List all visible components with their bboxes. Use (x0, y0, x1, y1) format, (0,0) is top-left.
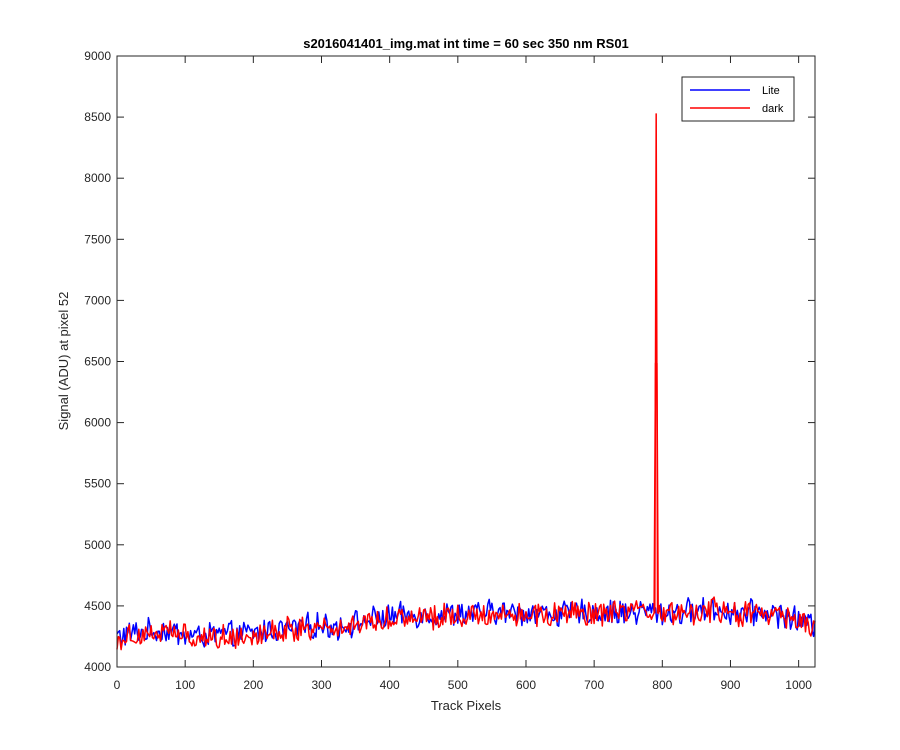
y-tick-label: 5000 (84, 538, 111, 552)
series-layer (116, 113, 816, 651)
y-tick-label: 6000 (84, 416, 111, 430)
plot-area (117, 56, 815, 667)
y-tick-label: 4000 (84, 660, 111, 674)
legend-label-dark: dark (762, 103, 784, 115)
x-tick-label: 800 (652, 678, 672, 692)
ticks-layer: 0 100 200 300 400 500 600 700 800 900 1000 4000 4500… (84, 49, 815, 692)
x-tick-label: 700 (584, 678, 604, 692)
x-tick-label: 1000 (785, 678, 812, 692)
y-tick-label: 6500 (84, 355, 111, 369)
y-tick-label: 8000 (84, 171, 111, 185)
y-tick-label: 7500 (84, 232, 111, 246)
x-tick-label: 100 (175, 678, 195, 692)
y-tick-label: 7000 (84, 293, 111, 307)
x-tick-label: 200 (243, 678, 263, 692)
x-axis-label: Track Pixels (431, 698, 502, 713)
y-tick-label: 8500 (84, 110, 111, 124)
x-tick-label: 400 (380, 678, 400, 692)
y-axis-label: Signal (ADU) at pixel 52 (56, 292, 71, 431)
y-tick-label: 5500 (84, 477, 111, 491)
series-spike-dark (654, 113, 659, 614)
chart-title: s2016041401_img.mat int time = 60 sec 35… (303, 36, 629, 51)
legend: Lite dark (681, 76, 795, 122)
x-tick-label: 900 (720, 678, 740, 692)
legend-box (681, 76, 795, 122)
x-tick-label: 600 (516, 678, 536, 692)
series-line-lite (116, 596, 816, 648)
x-tick-label: 0 (114, 678, 121, 692)
x-tick-label: 300 (311, 678, 331, 692)
legend-label-lite: Lite (762, 85, 780, 97)
y-tick-label: 9000 (84, 49, 111, 63)
x-tick-label: 500 (448, 678, 468, 692)
y-tick-label: 4500 (84, 599, 111, 613)
series-line-dark (116, 362, 816, 651)
